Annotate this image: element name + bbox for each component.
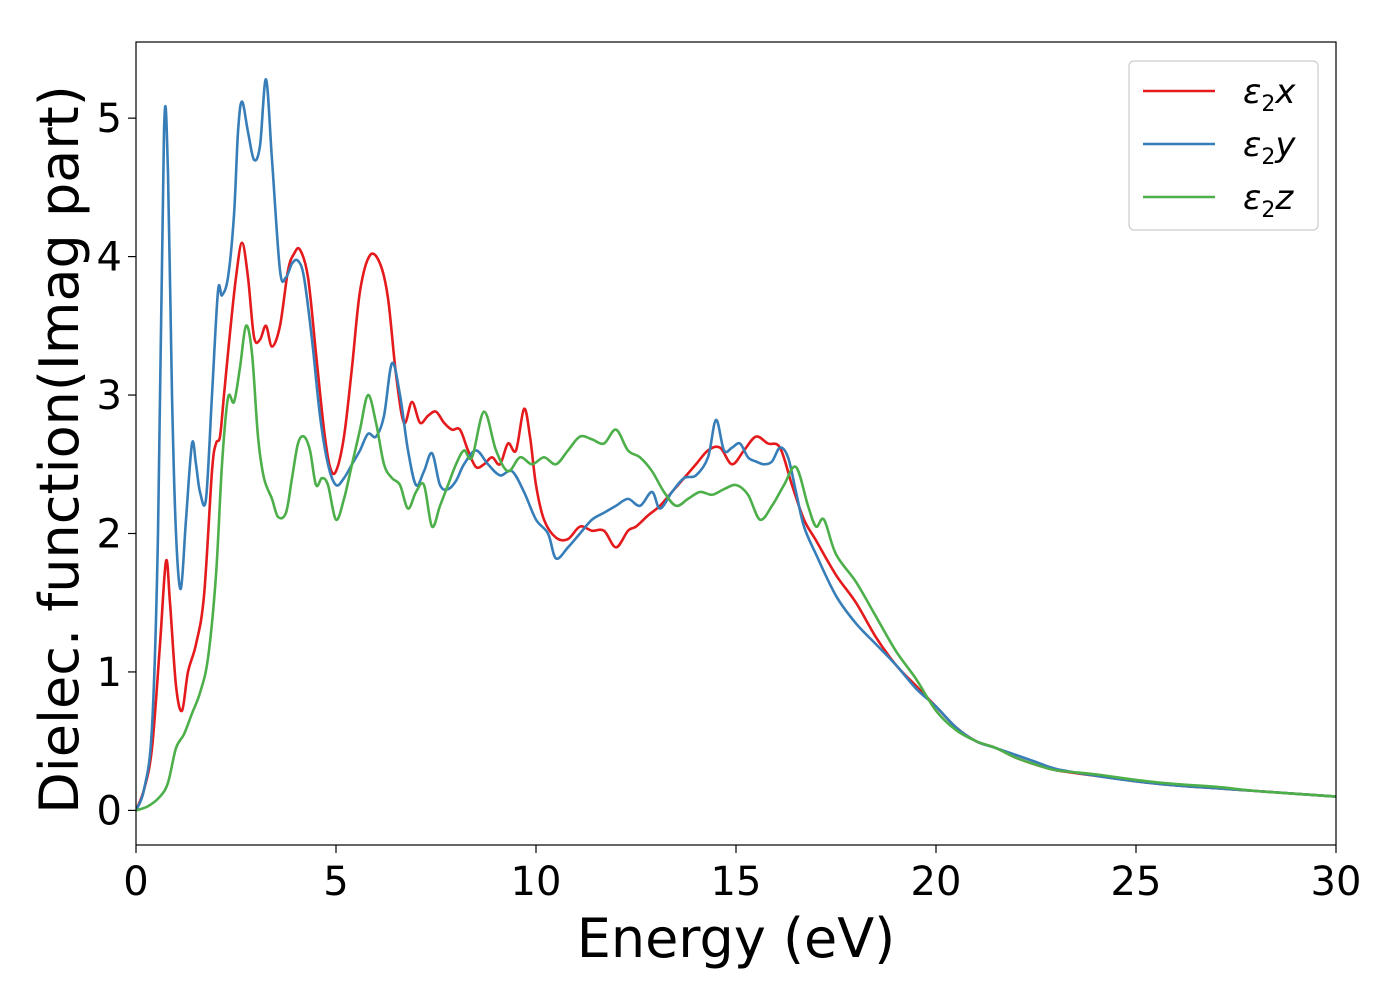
x-tick-label: 25 bbox=[1111, 859, 1162, 905]
legend-label-x: ε2x bbox=[1243, 72, 1296, 117]
y-tick-label: 2 bbox=[97, 511, 122, 557]
legend-label-base: ε bbox=[1243, 72, 1261, 112]
series-line-y bbox=[136, 78, 1336, 811]
x-tick-label: 5 bbox=[323, 859, 348, 905]
legend-label-sub: 2 bbox=[1261, 145, 1275, 170]
x-tick-label: 10 bbox=[511, 859, 562, 905]
legend-label-z: ε2z bbox=[1243, 178, 1294, 223]
y-axis: 0 1 2 3 4 5 bbox=[97, 96, 136, 834]
series-line-x bbox=[136, 241, 1336, 811]
legend-box bbox=[1128, 60, 1319, 231]
series-layer bbox=[136, 78, 1336, 812]
legend-label-y: ε2y bbox=[1243, 125, 1296, 170]
x-tick-label: 20 bbox=[911, 859, 962, 905]
legend-label-var: x bbox=[1274, 72, 1296, 112]
legend-label-base: ε bbox=[1243, 178, 1261, 218]
legend-label-sub: 2 bbox=[1261, 198, 1275, 223]
y-axis-label: Dielec. function(Imag part) bbox=[28, 85, 91, 814]
legend-label-var: z bbox=[1274, 178, 1294, 218]
y-tick-label: 5 bbox=[97, 96, 122, 142]
x-tick-label: 30 bbox=[1311, 859, 1362, 905]
x-axis-label: Energy (eV) bbox=[577, 907, 896, 970]
legend-label-var: y bbox=[1274, 125, 1296, 165]
x-tick-label: 15 bbox=[711, 859, 762, 905]
y-tick-label: 4 bbox=[97, 235, 122, 281]
x-axis: 0 5 10 15 20 25 30 bbox=[123, 845, 1361, 905]
y-tick-label: 3 bbox=[97, 373, 122, 419]
series-line-z bbox=[136, 324, 1336, 812]
y-tick-label: 1 bbox=[97, 650, 122, 696]
y-tick-label: 0 bbox=[97, 788, 122, 834]
legend-label-sub: 2 bbox=[1261, 92, 1275, 117]
x-tick-label: 0 bbox=[123, 859, 148, 905]
legend-label-base: ε bbox=[1243, 125, 1261, 165]
